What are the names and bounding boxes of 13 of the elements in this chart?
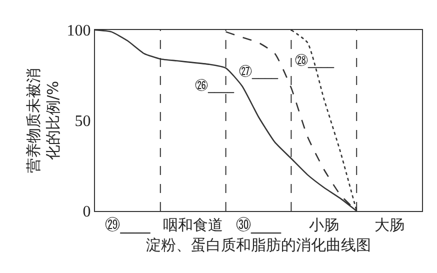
x-tick-label: 小肠 (308, 216, 339, 234)
annotation: ㉖____ (195, 79, 234, 94)
y-axis-title: 营养物质未被消化的比例/% (24, 68, 62, 173)
y-tick-label: 50 (74, 113, 91, 130)
x-tick-label: 大肠 (374, 216, 404, 234)
annotation: ㉗____ (239, 65, 278, 80)
x-tick-label: 咽和食道 (163, 216, 224, 234)
x-tick-label: ㉚____ (236, 216, 282, 234)
y-tick-label: 0 (82, 204, 91, 221)
x-tick-label: ㉙____ (105, 216, 151, 234)
annotation: ㉘____ (295, 54, 334, 69)
y-tick-label: 100 (66, 22, 91, 40)
x-axis-title: 淀粉、蛋白质和脂肪的消化曲线图 (146, 236, 371, 254)
